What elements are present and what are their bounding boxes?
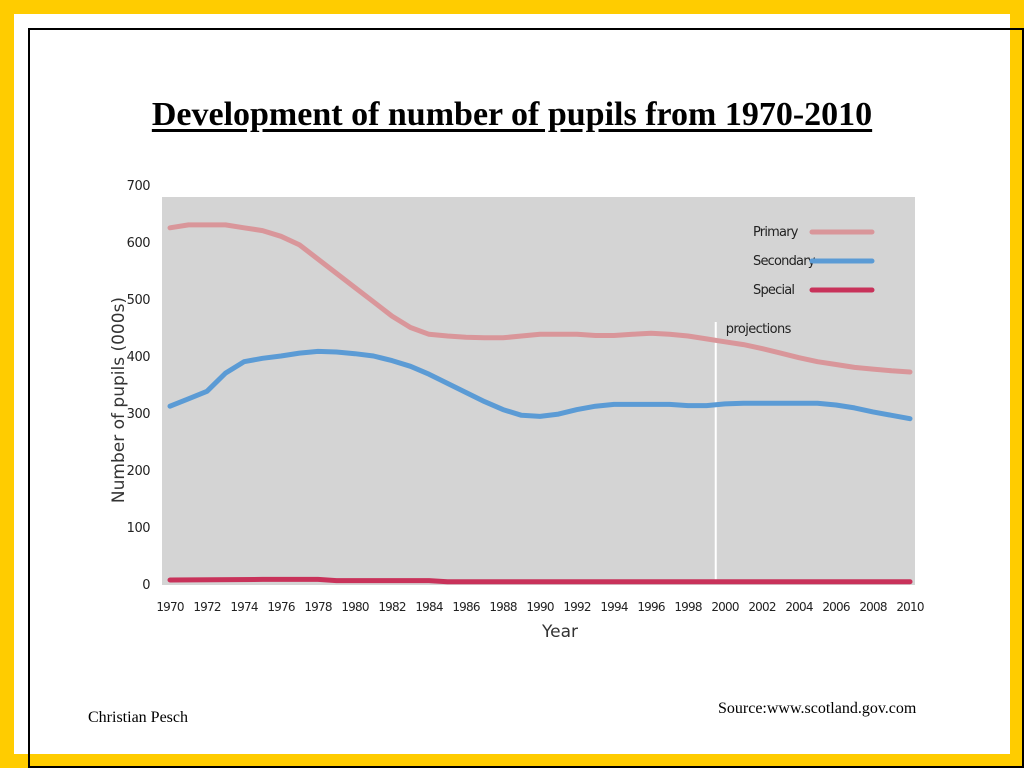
x-tick-label: 1988 <box>489 600 517 614</box>
y-tick-label: 200 <box>127 464 151 479</box>
legend-label: Primary <box>753 225 799 240</box>
x-tick-label: 2006 <box>822 600 850 614</box>
x-tick-label: 1990 <box>526 600 554 614</box>
x-tick-label: 1982 <box>378 600 406 614</box>
x-tick-label: 1978 <box>304 600 332 614</box>
x-tick-label: 1974 <box>230 600 258 614</box>
x-tick-label: 1986 <box>452 600 480 614</box>
series-line-special <box>167 576 913 585</box>
y-tick-label: 500 <box>127 293 151 308</box>
y-axis-title: Number of pupils (000s) <box>109 297 129 503</box>
x-tick-label: 1992 <box>563 600 591 614</box>
plot-background <box>162 197 915 585</box>
legend-label: Special <box>753 283 794 298</box>
pupils-line-chart: 0 100 200 300 400 500 600 700 1970 1972 1974 1976 19… <box>109 179 925 642</box>
x-tick-label: 2004 <box>785 600 813 614</box>
x-tick-label: 1998 <box>674 600 702 614</box>
projections-label: projections <box>726 322 792 337</box>
source-credit: Source:www.scotland.gov.com <box>718 700 917 717</box>
series-line-secondary <box>167 348 913 422</box>
y-tick-label: 700 <box>127 179 151 194</box>
y-tick-label: 0 <box>142 578 150 593</box>
x-tick-label: 1980 <box>341 600 369 614</box>
x-tick-label: 2000 <box>711 600 739 614</box>
y-tick-label: 300 <box>127 407 151 422</box>
x-tick-label: 2002 <box>748 600 776 614</box>
x-tick-label: 2010 <box>896 600 924 614</box>
legend-label: Secondary <box>753 254 816 269</box>
x-axis-title: Year <box>541 622 578 642</box>
x-tick-label: 2008 <box>859 600 887 614</box>
x-tick-label: 1984 <box>415 600 443 614</box>
slide-frame <box>28 28 1024 768</box>
x-tick-label: 1996 <box>637 600 665 614</box>
x-tick-label: 1976 <box>267 600 295 614</box>
x-tick-label: 1994 <box>600 600 628 614</box>
x-tick-label: 1970 <box>156 600 184 614</box>
series-line-primary <box>167 222 913 375</box>
y-tick-label: 600 <box>127 236 151 251</box>
author-name: Christian Pesch <box>88 709 188 726</box>
y-tick-label: 400 <box>127 350 151 365</box>
slide-title: Development of number of pupils from 197… <box>151 96 873 133</box>
y-tick-label: 100 <box>127 521 151 536</box>
x-tick-label: 1972 <box>193 600 221 614</box>
